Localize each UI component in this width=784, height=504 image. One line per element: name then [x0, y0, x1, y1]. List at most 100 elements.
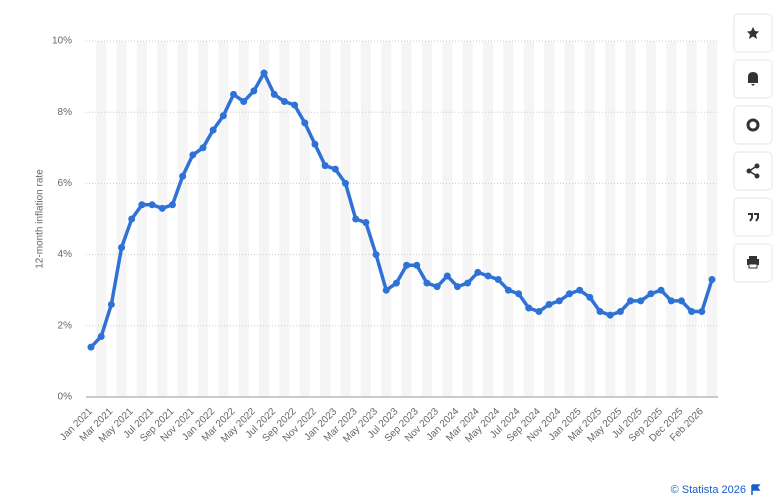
- point: [342, 179, 350, 187]
- point: [382, 286, 390, 294]
- band: [238, 41, 249, 397]
- point: [433, 283, 441, 291]
- band: [320, 41, 331, 397]
- y-tick-label: 8%: [58, 107, 73, 118]
- band: [218, 41, 229, 397]
- favorite-button[interactable]: [733, 13, 773, 53]
- point: [148, 201, 156, 209]
- point: [708, 276, 716, 284]
- flag-icon: [751, 484, 761, 495]
- notification-button[interactable]: [733, 59, 773, 99]
- point: [688, 308, 696, 316]
- point: [311, 140, 319, 148]
- share-button[interactable]: [733, 151, 773, 191]
- point: [352, 215, 360, 223]
- print-button[interactable]: [733, 243, 773, 283]
- point: [189, 151, 197, 159]
- point: [331, 165, 339, 173]
- band: [686, 41, 697, 397]
- point: [362, 219, 370, 227]
- point: [545, 300, 553, 308]
- point: [392, 279, 400, 287]
- y-tick-label: 4%: [58, 249, 73, 260]
- point: [321, 162, 329, 170]
- band: [421, 41, 433, 397]
- point: [494, 276, 502, 284]
- band: [503, 41, 514, 397]
- point: [616, 308, 624, 316]
- point: [260, 69, 268, 77]
- point: [423, 279, 431, 287]
- point: [515, 290, 523, 298]
- toolbar: [733, 13, 773, 283]
- point: [677, 297, 685, 305]
- point: [606, 311, 614, 319]
- band: [116, 41, 127, 397]
- point: [525, 304, 533, 312]
- band: [584, 41, 595, 397]
- cite-button[interactable]: [733, 197, 773, 237]
- band: [360, 41, 371, 397]
- settings-button[interactable]: [733, 105, 773, 145]
- y-axis-label: 12-month inflation rate: [35, 169, 46, 269]
- point: [535, 308, 543, 316]
- point: [667, 297, 675, 305]
- band: [462, 41, 473, 397]
- y-tick-label: 6%: [58, 178, 73, 189]
- point: [158, 204, 166, 212]
- band: [645, 41, 657, 397]
- band: [258, 41, 270, 397]
- band: [279, 41, 290, 397]
- point: [555, 297, 563, 305]
- bands: [96, 41, 718, 397]
- point: [413, 261, 421, 269]
- point: [698, 308, 706, 316]
- point: [565, 290, 573, 298]
- band: [197, 41, 209, 397]
- point: [484, 272, 492, 280]
- point: [199, 144, 207, 152]
- point: [657, 286, 665, 294]
- point: [128, 215, 136, 223]
- point: [464, 279, 472, 287]
- point: [403, 261, 411, 269]
- band: [666, 41, 677, 397]
- band: [299, 41, 310, 397]
- point: [474, 268, 482, 276]
- point: [280, 98, 288, 106]
- band: [706, 41, 718, 397]
- point: [372, 251, 380, 259]
- point: [270, 90, 278, 98]
- point: [576, 286, 584, 294]
- point: [107, 300, 115, 308]
- band: [157, 41, 168, 397]
- point: [586, 293, 594, 301]
- point: [230, 90, 238, 98]
- y-tick-label: 2%: [58, 320, 73, 331]
- point: [301, 119, 309, 127]
- point: [97, 332, 105, 340]
- point: [240, 98, 248, 106]
- point: [596, 308, 604, 316]
- band: [625, 41, 636, 397]
- point: [637, 297, 645, 305]
- point: [291, 101, 299, 109]
- band: [442, 41, 453, 397]
- point: [168, 201, 176, 209]
- band: [564, 41, 575, 397]
- band: [96, 41, 107, 397]
- band: [136, 41, 147, 397]
- point: [443, 272, 451, 280]
- band: [544, 41, 555, 397]
- point: [250, 87, 258, 95]
- point: [453, 283, 461, 291]
- band: [381, 41, 392, 397]
- point: [219, 112, 227, 120]
- band: [177, 41, 188, 397]
- band: [482, 41, 494, 397]
- band: [401, 41, 412, 397]
- point: [87, 343, 95, 351]
